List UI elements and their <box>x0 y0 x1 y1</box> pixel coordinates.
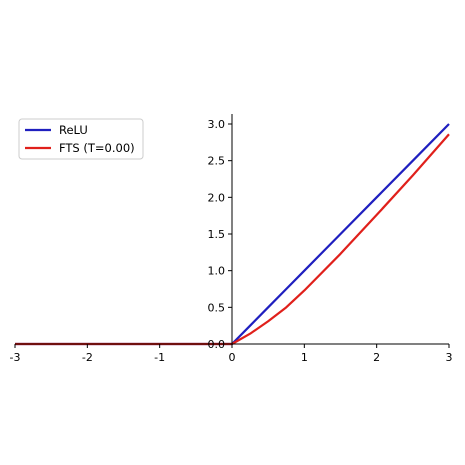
x-tick-label: -2 <box>82 351 93 364</box>
y-tick-label: 0.0 <box>208 338 226 351</box>
legend-label-fts: FTS (T=0.00) <box>59 141 135 155</box>
y-tick-label: 1.5 <box>208 228 226 241</box>
x-tick-label: 1 <box>301 351 308 364</box>
y-tick-label: 1.0 <box>208 265 226 278</box>
x-tick-label: 2 <box>373 351 380 364</box>
legend: ReLU FTS (T=0.00) <box>18 118 144 160</box>
x-ticks: -3 -2 -1 0 1 2 3 <box>10 344 453 364</box>
x-tick-label: 3 <box>446 351 453 364</box>
y-tick-label: 0.5 <box>208 301 226 314</box>
y-tick-label: 2.0 <box>208 191 226 204</box>
x-tick-label: -1 <box>154 351 165 364</box>
legend-label-relu: ReLU <box>59 123 88 137</box>
y-ticks: 0.0 0.5 1.0 1.5 2.0 2.5 3.0 <box>208 118 232 351</box>
y-tick-label: 3.0 <box>208 118 226 131</box>
x-tick-label: 0 <box>229 351 236 364</box>
x-tick-label: -3 <box>10 351 21 364</box>
y-tick-label: 2.5 <box>208 155 226 168</box>
